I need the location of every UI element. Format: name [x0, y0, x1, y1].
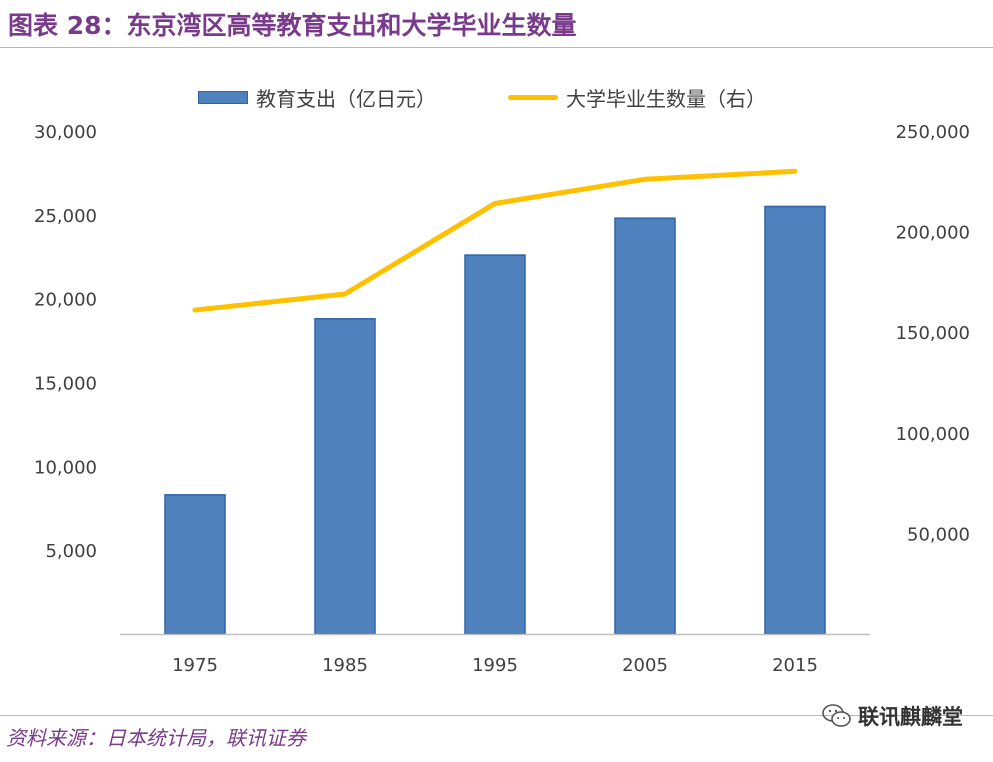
left-axis-tick-label: 25,000 — [34, 206, 97, 227]
left-axis-tick-label: 10,000 — [34, 457, 97, 478]
x-axis-tick-label: 2015 — [772, 655, 818, 676]
x-axis-tick-label: 2005 — [622, 655, 668, 676]
right-axis-tick-label: 100,000 — [896, 424, 970, 445]
chart-area: 5,000 10,000 15,000 20,000 25,000 30,000 50,00… — [34, 122, 970, 676]
left-axis-tick-label: 15,000 — [34, 374, 97, 395]
right-axis-tick-label: 250,000 — [896, 122, 970, 143]
left-axis-tick-label: 5,000 — [45, 541, 97, 562]
footer-divider — [0, 715, 993, 716]
bar-1985 — [314, 318, 376, 635]
legend-item-line: 大学毕业生数量（右） — [508, 82, 766, 112]
x-axis-tick-label: 1995 — [472, 655, 518, 676]
watermark: 联讯麒麟堂 — [822, 700, 963, 732]
legend-item-bar: 教育支出（亿日元） — [198, 82, 436, 112]
right-axis-tick-label: 50,000 — [907, 524, 970, 545]
bar-1995 — [464, 254, 526, 635]
x-axis-tick-label: 1975 — [172, 655, 218, 676]
legend-label-bar: 教育支出（亿日元） — [256, 86, 436, 111]
right-axis-tick-label: 200,000 — [896, 223, 970, 244]
left-axis-tick-label: 20,000 — [34, 290, 97, 311]
source-note: 资料来源：日本统计局，联讯证券 — [6, 726, 306, 750]
bar-1975 — [164, 494, 226, 635]
x-axis-tick-label: 1985 — [322, 655, 368, 676]
right-axis-tick-label: 150,000 — [896, 323, 970, 344]
bar-2005 — [614, 217, 676, 635]
legend-bar-swatch — [198, 90, 248, 104]
chart-legend: 教育支出（亿日元） 大学毕业生数量（右） — [0, 82, 993, 112]
figure-title: 图表 28：东京湾区高等教育支出和大学毕业生数量 — [8, 11, 577, 40]
wechat-icon — [822, 704, 851, 727]
watermark-text: 联讯麒麟堂 — [858, 705, 963, 729]
bar-2015 — [764, 205, 826, 635]
legend-label-line: 大学毕业生数量（右） — [566, 86, 766, 111]
legend-line-swatch — [508, 94, 558, 100]
title-divider — [0, 47, 993, 48]
left-axis-tick-label: 30,000 — [34, 122, 97, 143]
